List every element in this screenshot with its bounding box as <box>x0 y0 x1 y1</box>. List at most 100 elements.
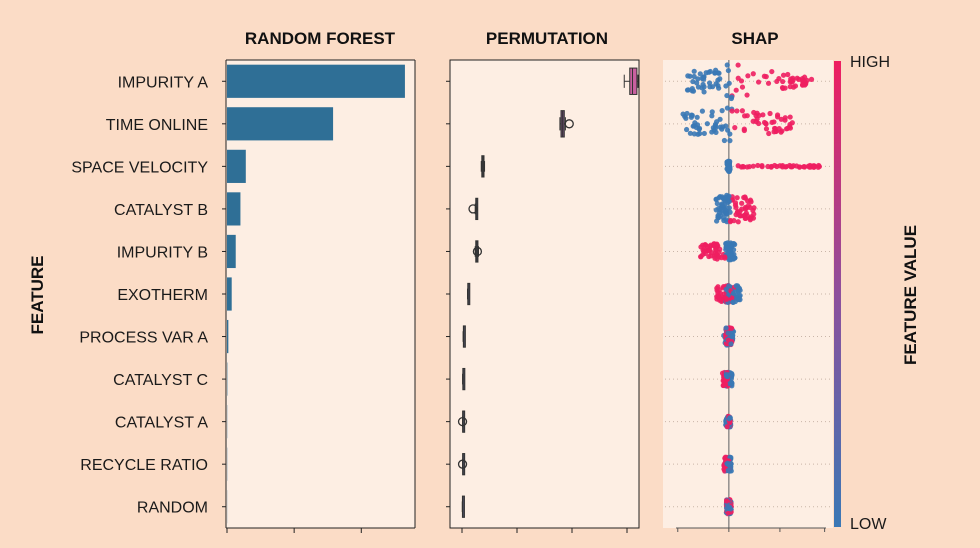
shap-plot-area <box>663 60 833 528</box>
shap-dot <box>774 114 781 120</box>
shap-dot <box>730 290 736 296</box>
shap-dot <box>733 87 739 93</box>
perm-outlier <box>457 416 468 427</box>
shap-dot <box>691 123 697 129</box>
shap-dot <box>694 80 700 86</box>
shap-dot <box>723 245 730 251</box>
shap-dot <box>701 89 707 95</box>
shap-dot <box>687 130 693 136</box>
perm-box <box>472 240 483 263</box>
perm-box <box>623 67 639 95</box>
rf-bar <box>227 234 236 269</box>
colorbar <box>834 61 841 527</box>
feature-label: RANDOM <box>137 500 208 517</box>
shap-dot <box>763 126 770 132</box>
shap-dot <box>767 110 773 117</box>
shap-dot <box>785 71 791 78</box>
shap-dot <box>729 108 735 114</box>
feature-label: CATALYST B <box>114 202 208 219</box>
shap-dot <box>698 253 704 260</box>
shap-dot <box>726 504 733 510</box>
shap-dot <box>723 83 729 89</box>
shap-dot <box>761 119 768 126</box>
shap-dot <box>722 207 729 213</box>
shap-dot <box>723 211 730 217</box>
rf-bar <box>227 192 241 226</box>
shap-dot <box>743 210 749 216</box>
shap-dot <box>719 126 725 132</box>
shap-dot <box>709 113 715 119</box>
shap-dot <box>744 113 750 119</box>
perm-box <box>462 367 466 391</box>
perm-outlier <box>472 246 483 257</box>
perm-outlier <box>564 119 574 129</box>
shap-dot <box>728 461 734 467</box>
colorbar-low-label: LOW <box>850 516 887 533</box>
shap-dot <box>788 76 794 82</box>
shap-dot <box>816 163 822 170</box>
shap-dot <box>753 113 759 119</box>
shap-dot <box>727 371 734 377</box>
shap-dot <box>721 291 727 297</box>
shap-dot <box>737 208 743 214</box>
shap-dot <box>778 116 784 122</box>
shap-dot <box>722 199 728 205</box>
shap-dot <box>710 84 716 90</box>
shap-dot <box>688 112 695 118</box>
shap-dot <box>759 163 765 169</box>
shap-dot <box>725 330 731 336</box>
shap-dot <box>730 299 736 305</box>
shap-dot <box>716 205 722 212</box>
shap-dot <box>695 131 701 137</box>
shap-dot <box>808 76 815 82</box>
shap-dot <box>724 240 731 246</box>
shap-dot <box>756 120 762 127</box>
shap-dot <box>713 81 719 87</box>
shap-dot <box>739 84 746 90</box>
shap-dot <box>791 84 797 90</box>
shap-dot <box>804 77 810 84</box>
shap-dot <box>745 73 751 79</box>
y-axis-label: FEATURE <box>28 255 47 334</box>
shap-dot <box>725 166 731 172</box>
shap-dot <box>766 130 772 137</box>
shap-dot <box>714 119 720 125</box>
shap-dot <box>741 194 747 201</box>
shap-dot <box>735 62 741 68</box>
shap-dot <box>724 105 730 111</box>
perm-box <box>468 197 479 221</box>
shap-dot <box>721 137 728 144</box>
shap-dot <box>728 95 734 102</box>
feature-label: IMPURITY B <box>117 244 208 261</box>
shap-dot <box>780 72 787 78</box>
shap-dot <box>726 416 732 422</box>
shap-dot <box>710 125 716 131</box>
shap-dot <box>738 213 744 219</box>
shap-dot <box>760 112 766 118</box>
shap-dot <box>741 126 747 132</box>
shap-dot <box>734 195 740 201</box>
shap-dot <box>719 202 725 208</box>
shap-dot <box>714 256 720 262</box>
shap-dot <box>727 419 733 426</box>
shap-dot <box>680 111 686 117</box>
perm-plot-area <box>450 60 639 528</box>
shap-dot <box>706 80 713 86</box>
perm-box <box>480 155 486 178</box>
panel-title-permutation: PERMUTATION <box>486 29 608 48</box>
shap-dot <box>699 108 706 114</box>
shap-dot <box>794 163 800 169</box>
feature-label: SPACE VELOCITY <box>71 159 208 176</box>
shap-dot <box>750 118 756 124</box>
shap-dot <box>748 215 754 221</box>
shap-dot <box>743 215 749 221</box>
shap-dot <box>728 341 734 347</box>
shap-dot <box>811 164 817 170</box>
shap-dot <box>726 198 732 205</box>
shap-dot <box>739 108 745 114</box>
shap-dot <box>695 76 701 82</box>
shap-dot <box>734 108 740 114</box>
feature-label: RECYCLE RATIO <box>80 457 208 474</box>
shap-dot <box>702 250 708 256</box>
shap-dot <box>779 164 786 170</box>
